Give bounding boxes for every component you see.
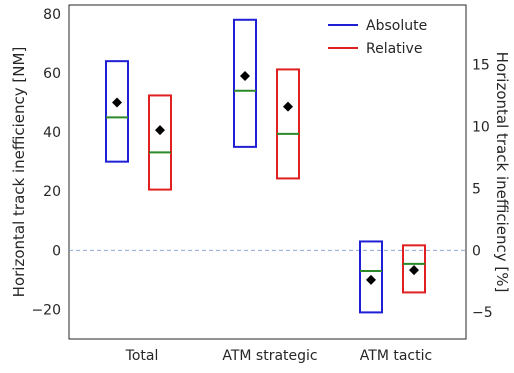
left-tick-label: −20 — [31, 302, 61, 318]
right-y-axis-label: Horizontal track inefficiency [%] — [493, 52, 511, 293]
mean-marker — [283, 101, 293, 112]
mean-marker — [409, 265, 419, 276]
right-tick-label: 0 — [472, 243, 481, 259]
x-tick-label: ATM strategic — [222, 348, 317, 364]
left-y-axis-ticks: −20 0 20 40 60 80 — [31, 7, 61, 319]
right-tick-label: 5 — [472, 181, 481, 197]
left-tick-label: 40 — [43, 125, 61, 141]
mean-marker — [240, 70, 250, 81]
right-tick-label: 15 — [472, 57, 490, 73]
left-tick-label: 60 — [43, 66, 61, 82]
legend-label-relative: Relative — [366, 41, 422, 57]
box-absolute — [105, 60, 129, 163]
left-y-axis-label: Horizontal track inefficiency [NM] — [10, 47, 28, 298]
legend-label-absolute: Absolute — [366, 18, 427, 34]
box-relative — [276, 68, 300, 180]
plot-frame — [68, 4, 467, 340]
right-tick-label: 10 — [472, 119, 490, 135]
box-relative — [148, 94, 172, 191]
left-tick-label: 20 — [43, 184, 61, 200]
x-tick-label: ATM tactic — [360, 348, 432, 364]
box-absolute — [233, 18, 257, 148]
mean-marker — [112, 97, 122, 108]
box-relative — [402, 244, 426, 294]
legend: Absolute Relative — [328, 18, 427, 57]
left-tick-label: 0 — [52, 243, 61, 259]
right-tick-label: −5 — [472, 305, 493, 321]
mean-marker — [366, 274, 376, 285]
mean-marker — [155, 125, 165, 136]
x-tick-label: Total — [125, 348, 159, 364]
left-tick-label: 80 — [43, 7, 61, 23]
x-axis-category-labels: Total ATM strategic ATM tactic — [125, 348, 433, 364]
right-y-axis-ticks: −5 0 5 10 15 — [472, 57, 493, 321]
box-absolute — [359, 240, 383, 314]
box-series — [105, 18, 426, 314]
